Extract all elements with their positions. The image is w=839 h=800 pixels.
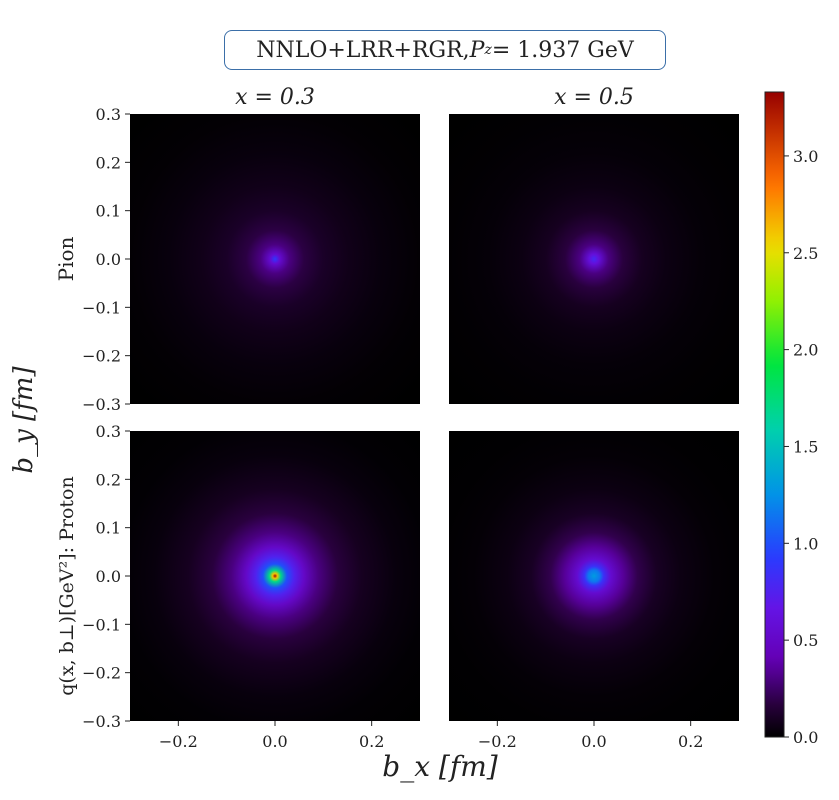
colorbar-tick-label: 0.5 <box>793 631 818 650</box>
figure-title-prefix: NNLO+LRR+RGR, <box>256 37 470 63</box>
heatmap-panel-pion-x05 <box>449 114 739 404</box>
y-tick-label: 0.3 <box>96 105 121 124</box>
figure-title-value: = 1.937 GeV <box>491 37 634 63</box>
colorbar <box>764 91 785 738</box>
x-tick-label: 0.0 <box>262 732 287 751</box>
column-title-x03: x = 0.3 <box>235 85 315 110</box>
row-label-proton: q(x, b⊥)[GeV²]: Proton <box>56 476 78 695</box>
y-tick-label: −0.1 <box>82 298 121 317</box>
y-tick-label: 0.0 <box>96 250 121 269</box>
y-tick-label: 0.1 <box>96 202 121 221</box>
y-axis-label: b_y [fm] <box>9 366 39 474</box>
colorbar-tick-label: 0.0 <box>793 728 818 747</box>
colorbar-tick-label: 3.0 <box>793 147 818 166</box>
colorbar-tick-label: 1.5 <box>793 437 818 456</box>
x-tick-label: 0.0 <box>581 732 606 751</box>
colorbar-tick-label: 2.0 <box>793 341 818 360</box>
x-tick-label: −0.2 <box>159 732 198 751</box>
y-tick-label: −0.2 <box>82 347 121 366</box>
x-tick-label: −0.2 <box>478 732 517 751</box>
y-tick-label: 0.0 <box>96 567 121 586</box>
y-tick-label: −0.3 <box>82 712 121 731</box>
y-tick-label: 0.3 <box>96 422 121 441</box>
x-tick-label: 0.2 <box>678 732 703 751</box>
figure-title-sub: z <box>484 42 492 58</box>
x-axis-label: b_x [fm] <box>382 750 497 783</box>
colorbar-tick-label: 1.0 <box>793 534 818 553</box>
y-tick-label: −0.2 <box>82 664 121 683</box>
colorbar-tick-label: 2.5 <box>793 244 818 263</box>
heatmap-panel-proton-x03 <box>130 431 420 721</box>
y-tick-label: 0.2 <box>96 153 121 172</box>
column-title-x05: x = 0.5 <box>554 85 634 110</box>
y-tick-label: −0.1 <box>82 615 121 634</box>
heatmap-panel-pion-x03 <box>130 114 420 404</box>
y-tick-label: 0.2 <box>96 470 121 489</box>
x-tick-label: 0.2 <box>359 732 384 751</box>
y-tick-label: 0.1 <box>96 519 121 538</box>
figure-title-var: P <box>469 37 485 63</box>
row-label-pion: Pion <box>54 236 78 281</box>
y-tick-label: −0.3 <box>82 395 121 414</box>
heatmap-panel-proton-x05 <box>449 431 739 721</box>
